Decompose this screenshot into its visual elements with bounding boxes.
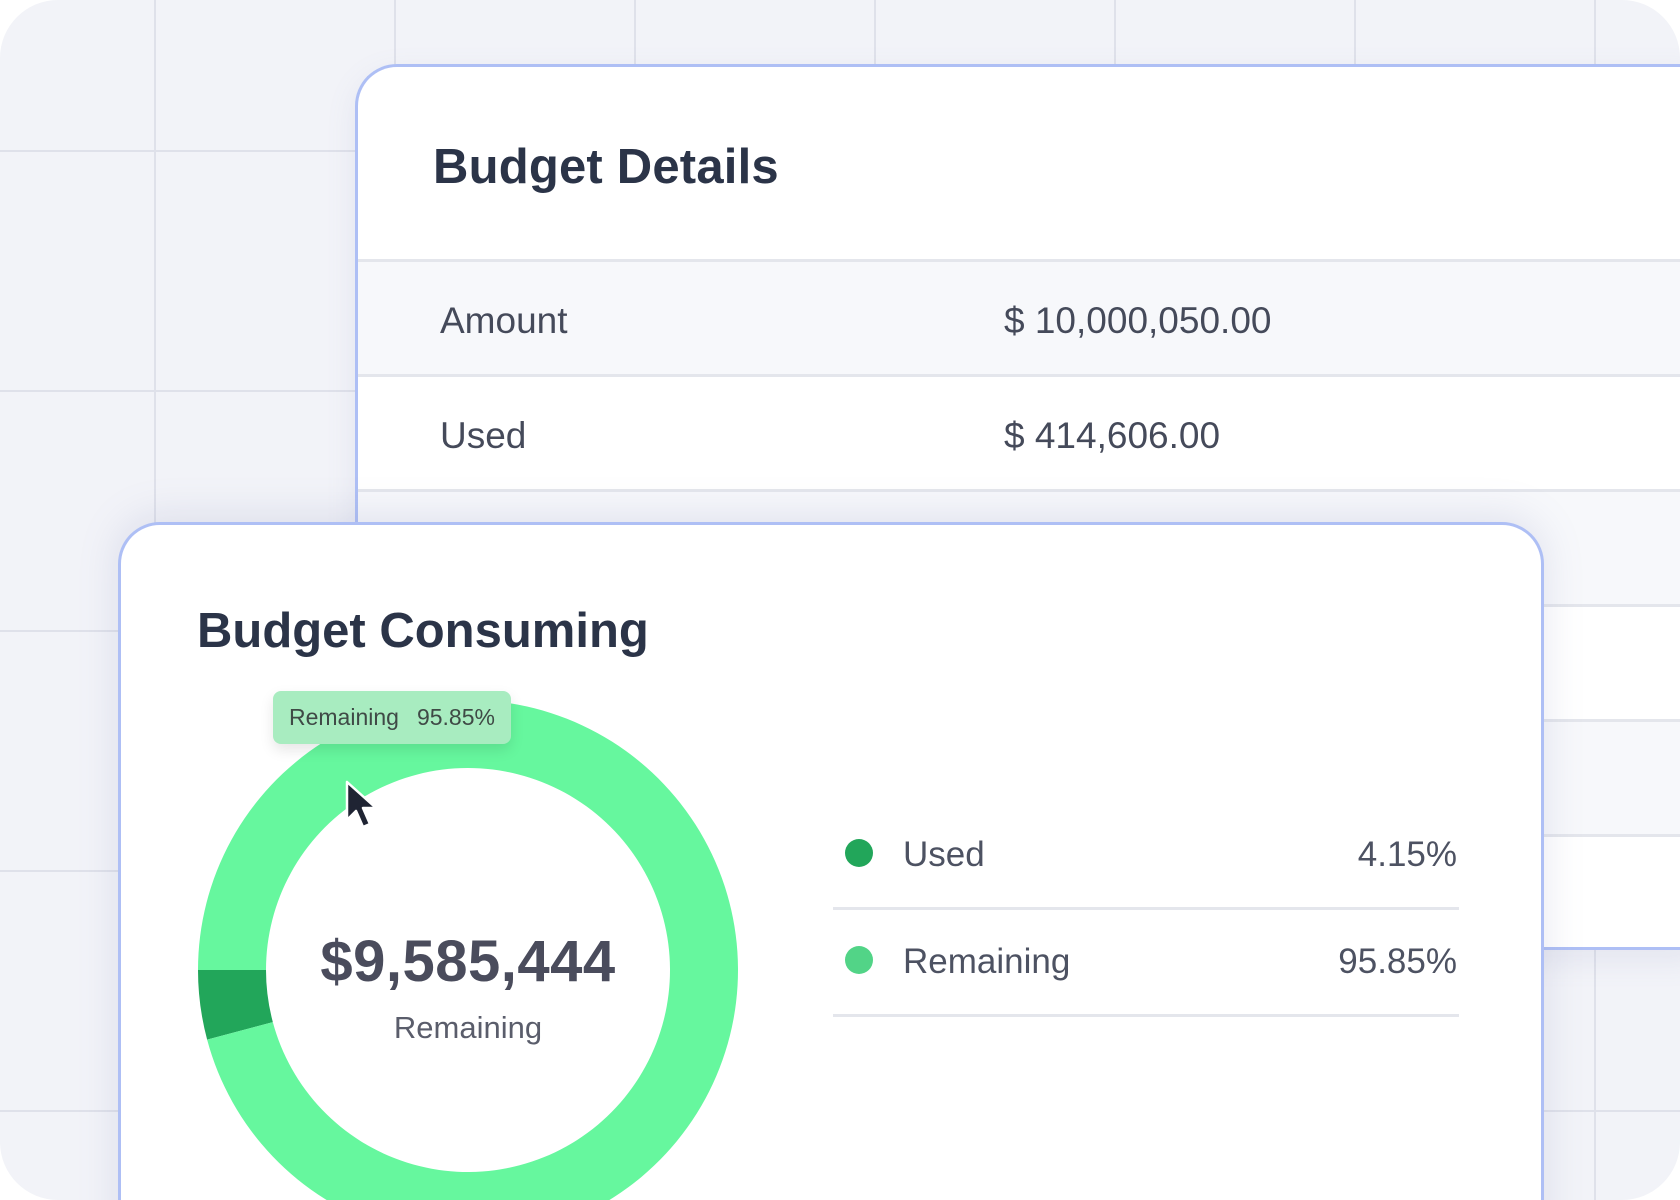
chart-tooltip: Remaining 95.85% xyxy=(273,691,511,744)
legend-label: Used xyxy=(903,835,985,874)
remaining-amount: $9,585,444 xyxy=(320,929,616,994)
legend-value: 4.15% xyxy=(1357,835,1457,874)
chart-legend: Used 4.15% Remaining 95.85% xyxy=(833,803,1459,1017)
table-row-used: Used $ 414,606.00 xyxy=(358,374,1680,489)
legend-label: Remaining xyxy=(903,942,1071,981)
legend-value: 95.85% xyxy=(1338,942,1457,981)
donut-chart[interactable]: $9,585,444 Remaining xyxy=(198,700,738,1200)
legend-item-remaining[interactable]: Remaining 95.85% xyxy=(833,910,1459,1017)
budget-consuming-card: Budget Consuming $9,585,444 Remaining Re… xyxy=(118,522,1544,1200)
budget-details-title: Budget Details xyxy=(433,140,779,194)
used-dot-icon xyxy=(845,839,873,867)
mouse-cursor-icon xyxy=(345,780,378,829)
donut-slice-used[interactable] xyxy=(198,970,273,1040)
tooltip-label: Remaining xyxy=(289,704,399,730)
remaining-dot-icon xyxy=(845,946,873,974)
legend-item-used[interactable]: Used 4.15% xyxy=(833,803,1459,910)
used-value: $ 414,606.00 xyxy=(1004,415,1221,456)
tooltip-value: 95.85% xyxy=(416,704,495,730)
table-row-amount: Amount $ 10,000,050.00 xyxy=(358,259,1680,374)
remaining-label: Remaining xyxy=(393,1010,543,1045)
amount-value: $ 10,000,050.00 xyxy=(1004,300,1272,341)
used-label: Used xyxy=(440,415,527,456)
amount-label: Amount xyxy=(440,300,568,341)
donut-chart-svg[interactable] xyxy=(198,700,738,1200)
budget-consuming-title: Budget Consuming xyxy=(197,604,649,658)
